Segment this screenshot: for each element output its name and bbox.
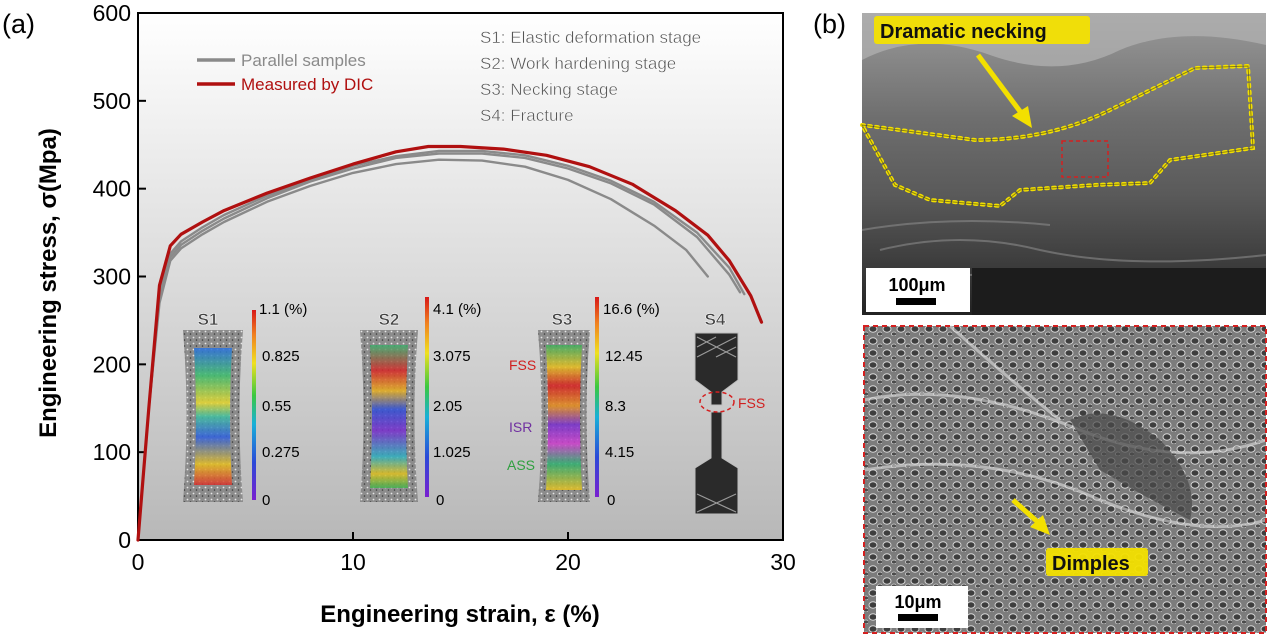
dimples-callout: Dimples bbox=[1046, 548, 1148, 576]
x-tick-label: 0 bbox=[132, 549, 145, 575]
stage-s2-text: S2: Work hardening stage bbox=[480, 54, 676, 73]
plot-area bbox=[137, 12, 784, 541]
inset-s3: S3 FSS ISR ASS 16.6 (%) 12.45 8.3 4.15 0 bbox=[507, 297, 660, 509]
necking-arrow-head bbox=[1012, 106, 1032, 128]
necking-arrow-shaft bbox=[975, 53, 1025, 116]
inset-s1-scale-2: 0.55 bbox=[262, 398, 291, 415]
dimples-callout-box bbox=[1046, 548, 1148, 576]
y-tick-label: 600 bbox=[93, 0, 131, 26]
inset-s4-region-fss: FSS bbox=[738, 395, 765, 411]
inset-s4: S4 FSS bbox=[694, 310, 765, 515]
inset-s2-scale-2: 2.05 bbox=[433, 398, 462, 415]
inset-s3-scale-1: 12.45 bbox=[605, 348, 643, 365]
sem-image-necking: Dramatic necking 100μm bbox=[858, 13, 1267, 315]
y-tick-label: 300 bbox=[93, 264, 131, 290]
inset-s1-strain-field bbox=[194, 348, 232, 485]
inset-s2-title: S2 bbox=[379, 310, 400, 329]
inset-s4-title: S4 bbox=[705, 310, 726, 329]
legend-label-dic: Measured by DIC bbox=[241, 75, 373, 94]
inset-s2-strain-field bbox=[370, 345, 408, 488]
necking-callout-text: Dramatic necking bbox=[880, 21, 1047, 43]
sem-top-bottom-shadow bbox=[972, 268, 1266, 315]
inset-s2: S2 4.1 (%) 3.075 2.05 1.025 0 bbox=[360, 297, 481, 509]
inset-s4-specimen-bottom bbox=[694, 411, 739, 515]
stage-list: S1: Elastic deformation stage S2: Work h… bbox=[480, 28, 702, 125]
inset-s3-region-fss: FSS bbox=[509, 357, 536, 373]
panel-b-label: (b) bbox=[813, 9, 846, 39]
dimples-callout-text: Dimples bbox=[1052, 553, 1130, 575]
y-axis: 0 100 200 300 400 500 600 bbox=[93, 0, 146, 553]
inset-s3-title: S3 bbox=[552, 310, 573, 329]
necking-outline-shadow bbox=[861, 65, 1254, 207]
inset-s4-grip-bottom-mesh bbox=[696, 493, 737, 513]
y-axis-label: Engineering stress, σ(Mpa) bbox=[35, 128, 62, 438]
sem-bottom-dark-zone bbox=[1070, 413, 1192, 520]
inset-s3-scale-3: 4.15 bbox=[605, 444, 634, 461]
x-tick-label: 30 bbox=[770, 549, 796, 575]
inset-s1-scale-1: 0.825 bbox=[262, 348, 300, 365]
scalebar-100um: 100μm bbox=[866, 268, 970, 312]
scalebar-100um-bar bbox=[896, 298, 936, 305]
inset-s1-scale-3: 0.275 bbox=[262, 444, 300, 461]
inset-s1: S1 1.1 (%) 0.825 0.55 0.275 0 bbox=[183, 301, 307, 509]
y-tick-label: 200 bbox=[93, 351, 131, 377]
scalebar-10um-bar bbox=[898, 614, 938, 621]
inset-s2-scale-0: 4.1 (%) bbox=[433, 301, 481, 318]
scalebar-100um-label: 100μm bbox=[888, 275, 945, 295]
sem-bottom-frame bbox=[863, 325, 1267, 634]
series-layer bbox=[136, 144, 764, 542]
legend-label-parallel: Parallel samples bbox=[241, 51, 366, 70]
series-line-parallel-2 bbox=[136, 152, 742, 542]
inset-s3-region-isr: ISR bbox=[509, 419, 532, 435]
inset-s3-scale-4: 0 bbox=[607, 492, 615, 509]
y-tick-label: 400 bbox=[93, 176, 131, 202]
panel-a-label: (a) bbox=[2, 9, 35, 39]
x-tick-label: 10 bbox=[340, 549, 366, 575]
y-tick-label: 0 bbox=[118, 527, 131, 553]
inset-s1-scale-0: 1.1 (%) bbox=[259, 301, 307, 318]
inset-s2-scale-3: 1.025 bbox=[433, 444, 471, 461]
scalebar-10um: 10μm bbox=[876, 586, 968, 628]
dimples-arrow-shaft bbox=[1011, 498, 1042, 526]
sem-image-dimples: Dimples 10μm bbox=[863, 324, 1267, 634]
zoom-region-box bbox=[1061, 140, 1109, 178]
inset-s3-colorbar bbox=[595, 297, 599, 497]
inset-s4-fracture-marker bbox=[699, 391, 735, 413]
inset-s1-scale-4: 0 bbox=[262, 492, 270, 509]
inset-s2-colorbar bbox=[425, 297, 429, 497]
dimples-arrow bbox=[1011, 498, 1050, 535]
stress-strain-chart: 0 100 200 300 400 500 600 0 10 20 30 Engineering … bbox=[35, 0, 796, 628]
x-axis-label: Engineering strain, ε (%) bbox=[320, 601, 599, 628]
stage-s3-text: S3: Necking stage bbox=[480, 80, 618, 99]
scalebar-10um-label: 10μm bbox=[894, 592, 941, 612]
legend: Parallel samples Measured by DIC bbox=[197, 51, 373, 94]
y-tick-label: 100 bbox=[93, 439, 131, 465]
dimples-arrow-head bbox=[1030, 515, 1050, 535]
inset-s1-colorbar bbox=[252, 310, 256, 500]
inset-s4-grip-top-mesh bbox=[696, 336, 737, 358]
sem-bottom-background bbox=[864, 326, 1266, 633]
stage-s4-text: S4: Fracture bbox=[480, 106, 574, 125]
necking-callout-box bbox=[874, 16, 1090, 44]
inset-s2-scale-4: 0 bbox=[436, 492, 444, 509]
necking-arrow bbox=[975, 53, 1032, 128]
inset-s3-scale-0: 16.6 (%) bbox=[603, 301, 660, 318]
series-line-dic bbox=[136, 144, 764, 542]
y-tick-label: 500 bbox=[93, 88, 131, 114]
inset-s3-strain-field bbox=[546, 345, 582, 490]
stage-s1-text: S1: Elastic deformation stage bbox=[480, 28, 701, 47]
inset-s3-region-ass: ASS bbox=[507, 457, 535, 473]
inset-s1-title: S1 bbox=[198, 310, 219, 329]
x-axis: 0 10 20 30 bbox=[132, 532, 796, 575]
necking-callout: Dramatic necking bbox=[874, 16, 1090, 44]
series-line-parallel-3 bbox=[136, 149, 746, 542]
inset-s2-scale-1: 3.075 bbox=[433, 348, 471, 365]
x-tick-label: 20 bbox=[555, 549, 581, 575]
inset-s3-scale-2: 8.3 bbox=[605, 398, 626, 415]
